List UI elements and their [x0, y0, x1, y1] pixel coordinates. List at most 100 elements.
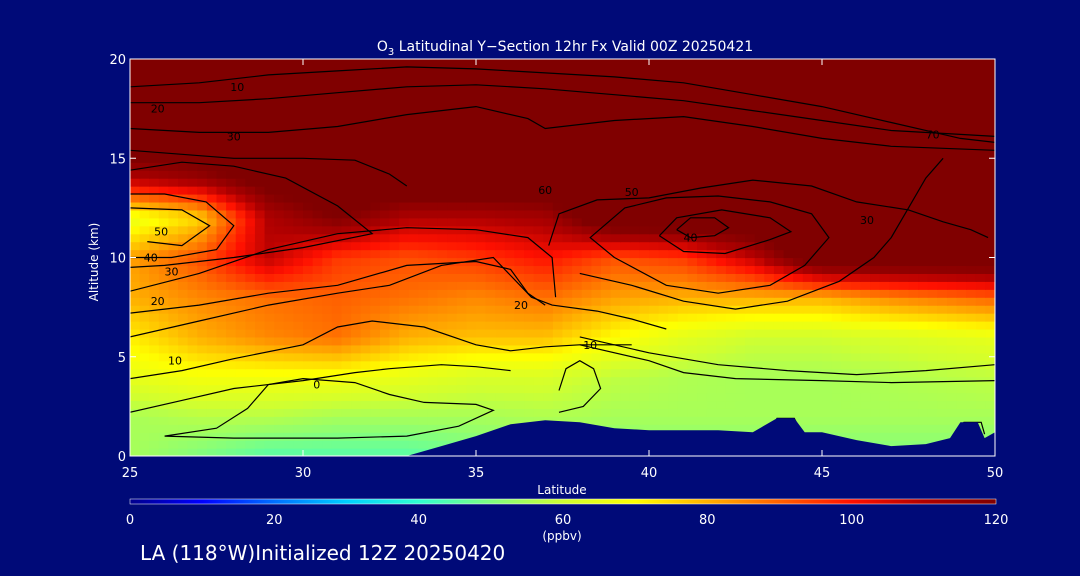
heat-cell [908, 233, 919, 243]
heat-cell [418, 297, 429, 306]
heat-cell [341, 74, 352, 84]
heat-cell [418, 289, 429, 298]
heat-cell [312, 297, 323, 306]
heat-cell [447, 82, 458, 92]
heat-cell [610, 217, 621, 227]
heat-cell [562, 130, 573, 139]
heat-cell [591, 321, 602, 330]
heat-cell [466, 289, 477, 298]
heat-cell [360, 384, 371, 394]
heat-cell [754, 336, 765, 346]
heat-cell [754, 59, 765, 68]
heat-cell [399, 336, 410, 346]
heat-cell [812, 305, 823, 314]
heat-cell [351, 448, 362, 456]
heat-cell [735, 233, 746, 243]
heat-cell [581, 352, 592, 362]
heat-cell [946, 170, 958, 179]
heat-cell [312, 130, 323, 139]
heat-cell [946, 146, 958, 155]
heat-cell [130, 408, 141, 417]
heat-cell [379, 122, 391, 132]
heat-cell [562, 265, 573, 274]
heat-cell [389, 336, 400, 346]
heat-cell [187, 376, 198, 386]
heat-cell [927, 297, 938, 306]
heat-cell [206, 297, 218, 306]
heat-cell [178, 376, 189, 386]
heat-cell [927, 74, 938, 84]
heat-cell [870, 122, 881, 132]
heat-cell [197, 170, 208, 179]
heat-cell [898, 130, 910, 139]
heat-cell [466, 305, 477, 314]
heat-cell [697, 313, 708, 322]
heat-cell [735, 281, 746, 290]
heat-cell [658, 186, 669, 195]
heat-cell [437, 400, 448, 409]
heat-cell [139, 59, 150, 68]
heat-cell [264, 217, 275, 227]
heat-cell [975, 233, 986, 243]
heat-cell [197, 336, 208, 346]
heat-cell [889, 201, 900, 211]
heat-cell [927, 416, 938, 425]
heat-cell [966, 90, 977, 100]
heat-cell [485, 162, 496, 171]
heat-cell [206, 130, 218, 139]
heat-cell [620, 209, 631, 219]
heat-cell [187, 384, 198, 394]
heat-cell [495, 178, 506, 187]
heat-cell [322, 368, 333, 378]
heat-cell [312, 66, 323, 76]
heat-cell [649, 186, 660, 195]
heat-cell [668, 281, 679, 290]
heat-cell [658, 281, 669, 290]
heat-cell [918, 106, 929, 116]
heat-cell [754, 170, 765, 179]
y-tick-label: 10 [109, 252, 126, 267]
heat-cell [476, 360, 487, 370]
heat-cell [620, 146, 631, 155]
heat-cell [725, 114, 737, 124]
contour-label: 30 [165, 265, 179, 278]
heat-cell [399, 225, 410, 235]
heat-cell [870, 408, 881, 417]
heat-cell [235, 448, 246, 456]
heat-cell [322, 82, 333, 92]
heat-cell [831, 328, 842, 338]
heat-cell [533, 225, 544, 235]
heat-cell [389, 138, 400, 147]
heat-cell [668, 186, 679, 195]
heat-cell [254, 432, 266, 441]
heat-cell [783, 400, 794, 409]
heat-cell [514, 201, 525, 211]
heat-cell [629, 289, 640, 298]
heat-cell [870, 352, 881, 362]
heat-cell [197, 193, 208, 203]
heat-cell [216, 265, 227, 274]
heat-cell [918, 344, 929, 354]
heat-cell [331, 217, 343, 227]
heat-cell [812, 130, 823, 139]
heat-cell [870, 154, 881, 163]
heat-cell [889, 193, 900, 203]
heat-cell [860, 66, 871, 76]
heat-cell [418, 201, 429, 211]
heat-cell [235, 98, 246, 108]
heat-cell [303, 114, 314, 124]
heat-cell [658, 162, 669, 171]
heat-cell [312, 400, 323, 409]
heat-cell [725, 178, 737, 187]
heat-cell [725, 368, 737, 378]
heat-cell [485, 217, 496, 227]
heat-cell [956, 170, 967, 179]
heat-cell [591, 416, 602, 425]
heat-cell [341, 368, 352, 378]
heat-cell [773, 130, 785, 139]
heat-cell [379, 59, 391, 68]
heat-cell [975, 400, 986, 409]
heat-cell [370, 209, 381, 219]
heat-cell [351, 305, 362, 314]
heat-cell [658, 178, 669, 187]
